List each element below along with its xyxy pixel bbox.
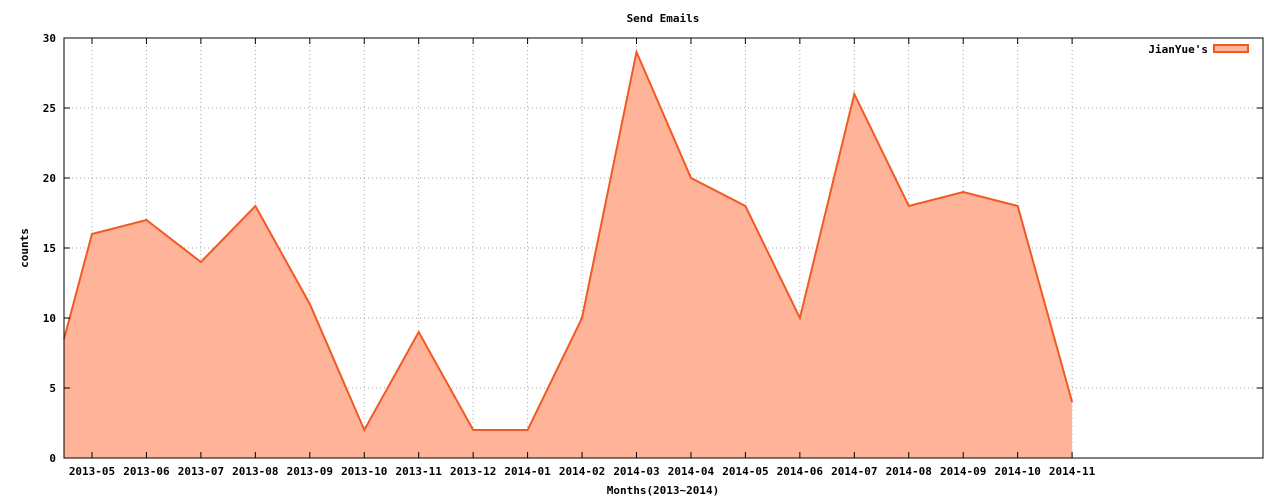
x-tick-label: 2014-07: [831, 465, 877, 478]
y-tick-label: 0: [49, 452, 56, 465]
x-tick-label: 2014-06: [777, 465, 824, 478]
y-tick-label: 10: [43, 312, 56, 325]
y-ticks: 0 5 10 15 20 25 30: [43, 32, 1263, 465]
x-tick-label: 2013-11: [396, 465, 443, 478]
x-ticks: 2013-05 2013-06 2013-07 2013-08 2013-09 2013-…: [69, 38, 1096, 478]
x-tick-label: 2013-07: [178, 465, 224, 478]
x-tick-label: 2014-03: [613, 465, 659, 478]
x-tick-label: 2013-05: [69, 465, 115, 478]
y-tick-label: 5: [49, 382, 56, 395]
x-tick-label: 2014-04: [668, 465, 715, 478]
chart-title: Send Emails: [627, 12, 700, 25]
area-layer: [63, 48, 1074, 458]
x-tick-label: 2014-05: [722, 465, 768, 478]
series-line: [63, 48, 1074, 433]
y-tick-label: 15: [43, 242, 56, 255]
x-tick-label: 2014-02: [559, 465, 605, 478]
y-axis-label: counts: [18, 228, 31, 268]
x-tick-label: 2014-11: [1049, 465, 1096, 478]
x-tick-label: 2013-06: [123, 465, 170, 478]
y-tick-label: 25: [43, 102, 56, 115]
x-tick-label: 2013-08: [232, 465, 278, 478]
legend: JianYue's: [1148, 43, 1249, 56]
x-tick-label: 2013-10: [341, 465, 387, 478]
x-tick-label: 2014-09: [940, 465, 986, 478]
legend-label: JianYue's: [1148, 43, 1208, 56]
x-tick-label: 2014-10: [994, 465, 1040, 478]
x-tick-label: 2014-01: [504, 465, 551, 478]
y-tick-label: 20: [43, 172, 56, 185]
legend-swatch: [1213, 44, 1249, 53]
series-area: [64, 52, 1073, 458]
x-tick-label: 2014-08: [886, 465, 932, 478]
y-tick-label: 30: [43, 32, 56, 45]
x-tick-label: 2013-12: [450, 465, 496, 478]
x-tick-label: 2013-09: [287, 465, 333, 478]
x-axis-label: Months(2013~2014): [607, 484, 720, 497]
